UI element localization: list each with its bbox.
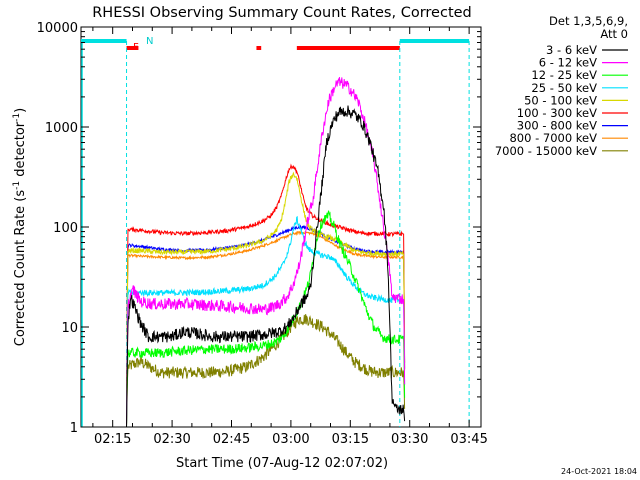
y-axis-label: Corrected Count Rate (s-1 detector-1) bbox=[12, 108, 28, 346]
series-line bbox=[126, 105, 406, 428]
flag-n-label: N bbox=[146, 36, 153, 47]
legend-title-2: Att 0 bbox=[600, 27, 628, 41]
y-axis-label-mid: detector bbox=[13, 121, 28, 181]
plot-frame bbox=[80, 26, 482, 428]
legend-label: 50 - 100 keV bbox=[524, 93, 597, 107]
legend-label: 300 - 800 keV bbox=[517, 119, 597, 133]
legend-label: 7000 - 15000 keV bbox=[495, 144, 597, 158]
chart-title: RHESSI Observing Summary Count Rates, Co… bbox=[92, 5, 472, 21]
series-layer bbox=[126, 77, 406, 428]
footer-timestamp: 24-Oct-2021 18:04 bbox=[561, 467, 637, 476]
x-axis-label: Start Time (07-Aug-12 02:07:02) bbox=[176, 456, 388, 471]
legend-label: 800 - 7000 keV bbox=[509, 131, 597, 145]
y-axis-label-sup2: -1 bbox=[12, 113, 22, 122]
flag-f-label: F bbox=[133, 42, 139, 53]
legend-label: 100 - 300 keV bbox=[517, 106, 597, 120]
y-tick-label: 10 bbox=[61, 321, 78, 336]
legend-label: 25 - 50 keV bbox=[531, 81, 597, 95]
series-line bbox=[126, 210, 406, 428]
flag-annotations bbox=[81, 39, 470, 427]
legend-title-1: Det 1,3,5,6,9, bbox=[549, 14, 628, 28]
y-tick-label: 100 bbox=[53, 221, 78, 236]
y-tick-label: 10000 bbox=[37, 21, 78, 36]
series-line bbox=[126, 230, 406, 428]
x-tick-label: 02:30 bbox=[153, 432, 190, 447]
legend-label: 12 - 25 keV bbox=[531, 68, 597, 82]
legend-label: 3 - 6 keV bbox=[546, 43, 597, 57]
y-tick-label: 1000 bbox=[45, 121, 78, 136]
axis-ticks: 02:15 02:30 02:45 03:00 03:15 03:30 03:45 1 10 10… bbox=[37, 21, 488, 447]
series-line bbox=[126, 77, 406, 428]
x-tick-label: 03:00 bbox=[272, 432, 309, 447]
x-tick-label: 02:15 bbox=[94, 432, 131, 447]
y-axis-label-main: Corrected Count Rate (s bbox=[13, 190, 28, 347]
series-line bbox=[126, 171, 406, 428]
x-tick-label: 03:45 bbox=[450, 432, 487, 447]
series-line bbox=[126, 314, 406, 428]
y-axis-label-end: ) bbox=[13, 108, 28, 113]
y-tick-label: 1 bbox=[70, 421, 78, 436]
x-tick-label: 02:45 bbox=[213, 432, 250, 447]
y-axis-label-sup1: -1 bbox=[12, 181, 22, 190]
legend-label: 6 - 12 keV bbox=[539, 56, 597, 70]
x-tick-label: 03:15 bbox=[332, 432, 369, 447]
x-tick-label: 03:30 bbox=[391, 432, 428, 447]
series-line bbox=[126, 163, 406, 428]
